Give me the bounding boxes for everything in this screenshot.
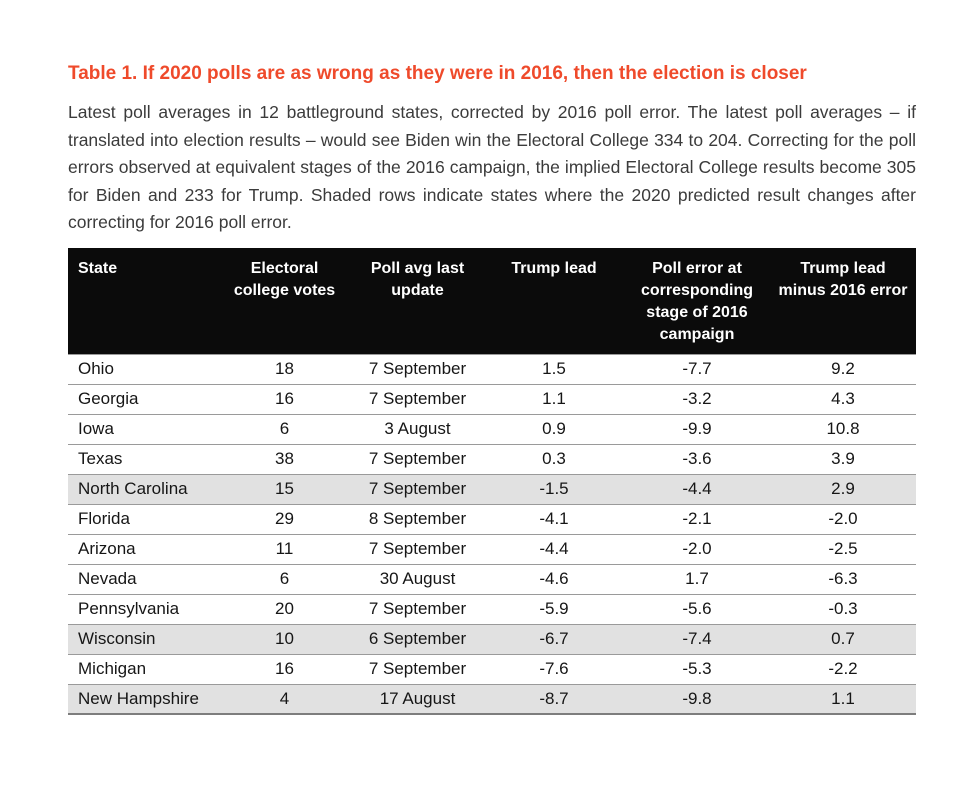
cell-trump-lead: -4.1 xyxy=(484,503,624,534)
column-header-trump-lead: Trump lead xyxy=(484,247,624,354)
table-body: Ohio 18 7 September 1.5 -7.7 9.2 Georgia 16 7 Se… xyxy=(68,353,916,714)
cell-trump-lead: 0.9 xyxy=(484,413,624,444)
cell-poll-error-2016-stage: -5.6 xyxy=(624,593,770,624)
cell-state: Iowa xyxy=(68,413,218,444)
cell-trump-lead: -5.9 xyxy=(484,593,624,624)
cell-state: North Carolina xyxy=(68,473,218,504)
cell-poll-error-2016-stage: -5.3 xyxy=(624,653,770,684)
cell-electoral-college-votes: 15 xyxy=(218,473,351,504)
cell-trump-lead: -4.4 xyxy=(484,533,624,564)
article: Table 1. If 2020 polls are as wrong as t… xyxy=(68,62,916,715)
cell-state: Florida xyxy=(68,503,218,534)
cell-state: Wisconsin xyxy=(68,623,218,654)
cell-trump-lead: -6.7 xyxy=(484,623,624,654)
table-row: Texas 38 7 September 0.3 -3.6 3.9 xyxy=(68,443,916,474)
cell-trump-lead-minus-2016-error: -2.5 xyxy=(770,533,916,564)
cell-poll-avg-last-update: 7 September xyxy=(351,383,484,414)
cell-poll-avg-last-update: 7 September xyxy=(351,593,484,624)
cell-poll-error-2016-stage: -9.8 xyxy=(624,683,770,714)
cell-trump-lead-minus-2016-error: 10.8 xyxy=(770,413,916,444)
cell-poll-avg-last-update: 7 September xyxy=(351,443,484,474)
cell-electoral-college-votes: 10 xyxy=(218,623,351,654)
cell-poll-error-2016-stage: -2.1 xyxy=(624,503,770,534)
cell-trump-lead: -1.5 xyxy=(484,473,624,504)
cell-poll-avg-last-update: 30 August xyxy=(351,563,484,594)
table-description: Latest poll averages in 12 battleground … xyxy=(68,102,916,232)
cell-electoral-college-votes: 20 xyxy=(218,593,351,624)
column-header-trump-lead-minus-2016-error: Trump lead minus 2016 error xyxy=(770,247,916,354)
cell-state: Pennsylvania xyxy=(68,593,218,624)
cell-trump-lead: 1.1 xyxy=(484,383,624,414)
cell-trump-lead: 1.5 xyxy=(484,353,624,384)
poll-table: State Electoral college votes Poll avg las… xyxy=(68,247,916,715)
cell-state: Georgia xyxy=(68,383,218,414)
cell-trump-lead-minus-2016-error: 2.9 xyxy=(770,473,916,504)
cell-poll-avg-last-update: 17 August xyxy=(351,683,484,714)
table-row: North Carolina 15 7 September -1.5 -4.4 2.9 xyxy=(68,473,916,504)
cell-electoral-college-votes: 16 xyxy=(218,653,351,684)
table-row: Florida 29 8 September -4.1 -2.1 -2.0 xyxy=(68,503,916,534)
cell-trump-lead-minus-2016-error: 4.3 xyxy=(770,383,916,414)
column-header-electoral-college-votes: Electoral college votes xyxy=(218,247,351,354)
cell-poll-avg-last-update: 7 September xyxy=(351,353,484,384)
cell-trump-lead-minus-2016-error: -0.3 xyxy=(770,593,916,624)
table-row: Arizona 11 7 September -4.4 -2.0 -2.5 xyxy=(68,533,916,564)
cell-trump-lead: -8.7 xyxy=(484,683,624,714)
column-header-poll-error-2016-stage: Poll error at corresponding stage of 201… xyxy=(624,247,770,354)
cell-trump-lead-minus-2016-error: -6.3 xyxy=(770,563,916,594)
cell-poll-avg-last-update: 7 September xyxy=(351,473,484,504)
table-row: Michigan 16 7 September -7.6 -5.3 -2.2 xyxy=(68,653,916,684)
table-header: State Electoral college votes Poll avg las… xyxy=(68,247,916,354)
cell-trump-lead-minus-2016-error: 0.7 xyxy=(770,623,916,654)
cell-trump-lead: -7.6 xyxy=(484,653,624,684)
cell-state: Nevada xyxy=(68,563,218,594)
table-title: Table 1. If 2020 polls are as wrong as t… xyxy=(68,63,807,84)
cell-trump-lead-minus-2016-error: 3.9 xyxy=(770,443,916,474)
table-row: Iowa 6 3 August 0.9 -9.9 10.8 xyxy=(68,413,916,444)
cell-poll-error-2016-stage: 1.7 xyxy=(624,563,770,594)
column-header-state: State xyxy=(68,247,218,354)
cell-trump-lead-minus-2016-error: -2.0 xyxy=(770,503,916,534)
cell-poll-error-2016-stage: -7.7 xyxy=(624,353,770,384)
cell-state: Ohio xyxy=(68,353,218,384)
cell-poll-error-2016-stage: -2.0 xyxy=(624,533,770,564)
table-row: Ohio 18 7 September 1.5 -7.7 9.2 xyxy=(68,353,916,384)
cell-electoral-college-votes: 18 xyxy=(218,353,351,384)
cell-state: Arizona xyxy=(68,533,218,564)
cell-trump-lead: 0.3 xyxy=(484,443,624,474)
column-header-poll-avg-last-update: Poll avg last update xyxy=(351,247,484,354)
table-row: Georgia 16 7 September 1.1 -3.2 4.3 xyxy=(68,383,916,414)
cell-poll-error-2016-stage: -3.6 xyxy=(624,443,770,474)
cell-state: Michigan xyxy=(68,653,218,684)
header-row: State Electoral college votes Poll avg las… xyxy=(68,247,916,354)
cell-electoral-college-votes: 6 xyxy=(218,563,351,594)
cell-trump-lead: -4.6 xyxy=(484,563,624,594)
cell-trump-lead-minus-2016-error: 1.1 xyxy=(770,683,916,714)
cell-poll-avg-last-update: 8 September xyxy=(351,503,484,534)
cell-poll-avg-last-update: 6 September xyxy=(351,623,484,654)
cell-electoral-college-votes: 29 xyxy=(218,503,351,534)
cell-poll-avg-last-update: 7 September xyxy=(351,533,484,564)
cell-trump-lead-minus-2016-error: 9.2 xyxy=(770,353,916,384)
table-row: New Hampshire 4 17 August -8.7 -9.8 1.1 xyxy=(68,683,916,714)
cell-poll-avg-last-update: 7 September xyxy=(351,653,484,684)
cell-trump-lead-minus-2016-error: -2.2 xyxy=(770,653,916,684)
cell-electoral-college-votes: 11 xyxy=(218,533,351,564)
cell-electoral-college-votes: 16 xyxy=(218,383,351,414)
cell-poll-error-2016-stage: -3.2 xyxy=(624,383,770,414)
table-row: Nevada 6 30 August -4.6 1.7 -6.3 xyxy=(68,563,916,594)
table-row: Wisconsin 10 6 September -6.7 -7.4 0.7 xyxy=(68,623,916,654)
cell-electoral-college-votes: 4 xyxy=(218,683,351,714)
cell-state: Texas xyxy=(68,443,218,474)
cell-state: New Hampshire xyxy=(68,683,218,714)
cell-electoral-college-votes: 6 xyxy=(218,413,351,444)
cell-poll-error-2016-stage: -9.9 xyxy=(624,413,770,444)
cell-poll-error-2016-stage: -7.4 xyxy=(624,623,770,654)
cell-poll-error-2016-stage: -4.4 xyxy=(624,473,770,504)
cell-electoral-college-votes: 38 xyxy=(218,443,351,474)
cell-poll-avg-last-update: 3 August xyxy=(351,413,484,444)
table-row: Pennsylvania 20 7 September -5.9 -5.6 -0.3 xyxy=(68,593,916,624)
